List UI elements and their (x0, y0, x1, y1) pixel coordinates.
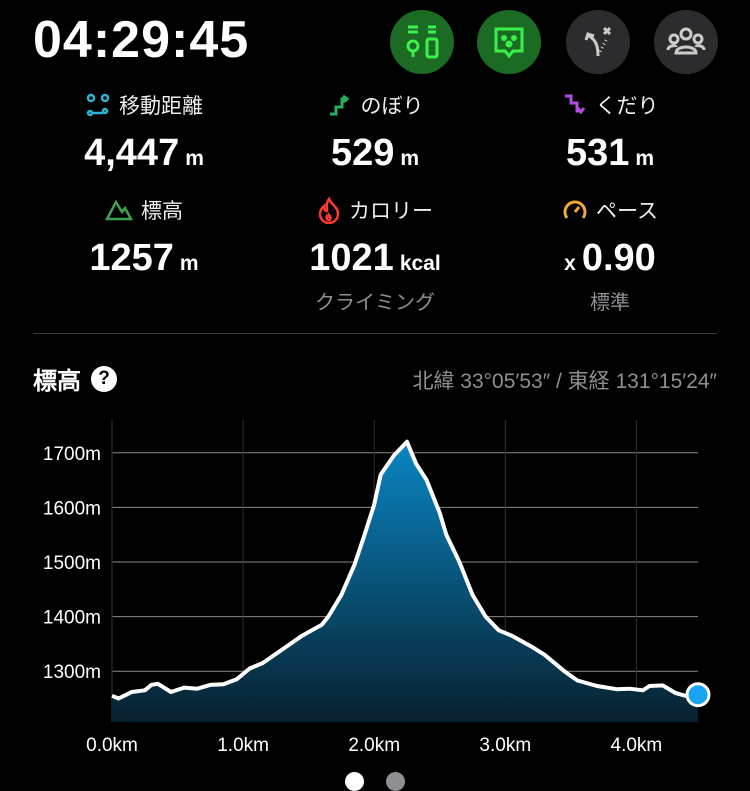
elevation-line (111, 439, 699, 701)
y-tick-label: 1400m (43, 608, 101, 629)
speedometer-icon (563, 200, 587, 219)
help-icon[interactable]: ? (91, 365, 117, 392)
stat-value: 531 (565, 132, 630, 174)
stat-label: 移動距離 (119, 95, 203, 118)
stat-ascent: のぼり 529 m (250, 90, 500, 175)
stat-label: のぼり (360, 95, 424, 118)
mountain-icon (105, 199, 133, 221)
stat-pace: ペース x 0.90 標準 (485, 195, 735, 315)
route-icon (86, 93, 110, 117)
stat-calories: カロリー 1021 kcal クライミング (250, 195, 500, 315)
stat-unit: kcal (399, 252, 441, 275)
map-pin-battery-icon (406, 25, 439, 59)
stat-descent: くだり 531 m (485, 90, 735, 175)
divider (33, 333, 717, 334)
page-dot[interactable] (386, 772, 405, 791)
elevation-title: 標高 (33, 368, 81, 395)
stat-value: 1021 (309, 237, 394, 279)
flame-icon (318, 196, 340, 224)
x-tick-label: 3.0km (479, 735, 531, 756)
descent-icon (564, 94, 585, 115)
stat-unit: m (185, 147, 204, 170)
x-tick-label: 4.0km (611, 735, 663, 756)
stat-unit: m (400, 147, 420, 170)
x-tick-label: 2.0km (348, 735, 400, 756)
stat-label: 標高 (141, 200, 183, 223)
page-dot-active[interactable] (345, 772, 364, 791)
chat-face-icon (494, 27, 524, 59)
stat-value: 4,447 (84, 132, 180, 174)
map-battery-button[interactable] (390, 10, 454, 74)
stat-unit: m (635, 147, 655, 170)
stat-distance: 移動距離 4,447 m (19, 90, 269, 175)
stat-elevation: 標高 1257 m (19, 195, 269, 280)
page-indicator[interactable] (345, 772, 405, 791)
stat-value: 1257 (89, 237, 174, 279)
current-position-marker (685, 682, 711, 708)
stat-subtitle: クライミング (315, 292, 435, 314)
stat-label: カロリー (349, 200, 433, 223)
y-tick-label: 1600m (43, 498, 101, 519)
y-tick-label: 1700m (43, 444, 101, 465)
x-tick-label: 0.0km (86, 735, 138, 756)
group-icon (666, 27, 706, 55)
stat-value: 0.90 (581, 237, 656, 279)
stat-value: 529 (330, 132, 395, 174)
stat-prefix: x (564, 252, 576, 275)
x-tick-label: 1.0km (217, 735, 269, 756)
group-button[interactable] (654, 10, 718, 74)
stat-unit: m (179, 252, 199, 275)
chat-button[interactable] (477, 10, 541, 74)
elevation-area (112, 441, 698, 722)
section-title: 標高 ? (33, 361, 117, 396)
ascent-icon (329, 94, 349, 116)
stat-label: ペース (596, 200, 658, 223)
y-tick-label: 1500m (43, 553, 101, 574)
stat-label: くだり (595, 95, 659, 118)
route-button[interactable] (566, 10, 630, 74)
coordinates: 北緯 33°05′53″ / 東経 131°15′24″ (412, 370, 717, 393)
y-tick-label: 1300m (43, 662, 101, 683)
stat-subtitle: 標準 (590, 292, 630, 314)
elapsed-timer: 04:29:45 (33, 11, 250, 69)
route-off-icon (584, 26, 612, 57)
